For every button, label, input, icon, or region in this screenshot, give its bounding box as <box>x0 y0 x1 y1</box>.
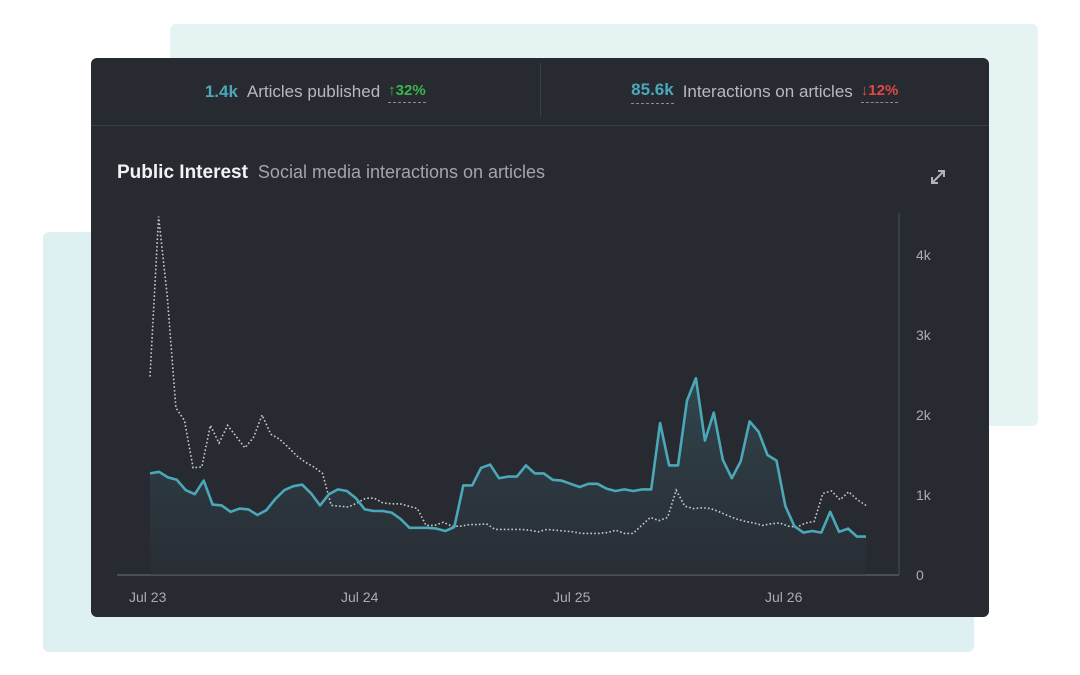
stat-value: 1.4k <box>204 82 238 101</box>
line-chart[interactable]: 0 1k 2k 3k 4k Jul 23 Jul 24 Jul 25 Jul 26 <box>91 58 989 617</box>
x-axis-ticks: Jul 23 Jul 24 Jul 25 Jul 26 <box>129 589 803 605</box>
stat-label: Interactions on articles <box>682 82 853 101</box>
stat-value[interactable]: 85.6k <box>631 80 674 104</box>
y-axis-ticks: 0 1k 2k 3k 4k <box>916 247 932 583</box>
stat-articles-published: 1.4k Articles published ↑32% <box>91 58 540 126</box>
expand-button[interactable] <box>927 166 949 188</box>
y-tick-label: 1k <box>916 487 932 503</box>
x-tick-label: Jul 24 <box>341 589 379 605</box>
expand-arrows-icon <box>931 170 945 184</box>
x-tick-label: Jul 25 <box>553 589 591 605</box>
y-tick-label: 0 <box>916 567 924 583</box>
current-series-line <box>149 376 866 538</box>
stat-change-badge[interactable]: ↑32% <box>388 82 426 103</box>
chart-card: 1.4k Articles published ↑32% 85.6k Inter… <box>91 58 989 617</box>
x-tick-label: Jul 26 <box>765 589 803 605</box>
y-tick-label: 2k <box>916 407 932 423</box>
chart-title: Public Interest <box>117 162 248 183</box>
arrow-up-icon: ↑ <box>388 81 396 99</box>
stat-label: Articles published <box>246 82 381 101</box>
y-tick-label: 4k <box>916 247 932 263</box>
chart-subtitle: Social media interactions on articles <box>257 162 546 182</box>
stat-change-badge[interactable]: ↓12% <box>860 81 899 103</box>
arrow-down-icon: ↓ <box>860 81 869 99</box>
stats-bar: 1.4k Articles published ↑32% 85.6k Inter… <box>91 58 989 126</box>
chart-header: Public Interest Social media interaction… <box>117 162 545 184</box>
stat-divider <box>539 63 541 117</box>
x-tick-label: Jul 23 <box>129 589 167 605</box>
y-tick-label: 3k <box>916 327 932 343</box>
stat-interactions: 85.6k Interactions on articles ↓12% <box>541 58 990 126</box>
previous-series-line <box>149 216 867 535</box>
